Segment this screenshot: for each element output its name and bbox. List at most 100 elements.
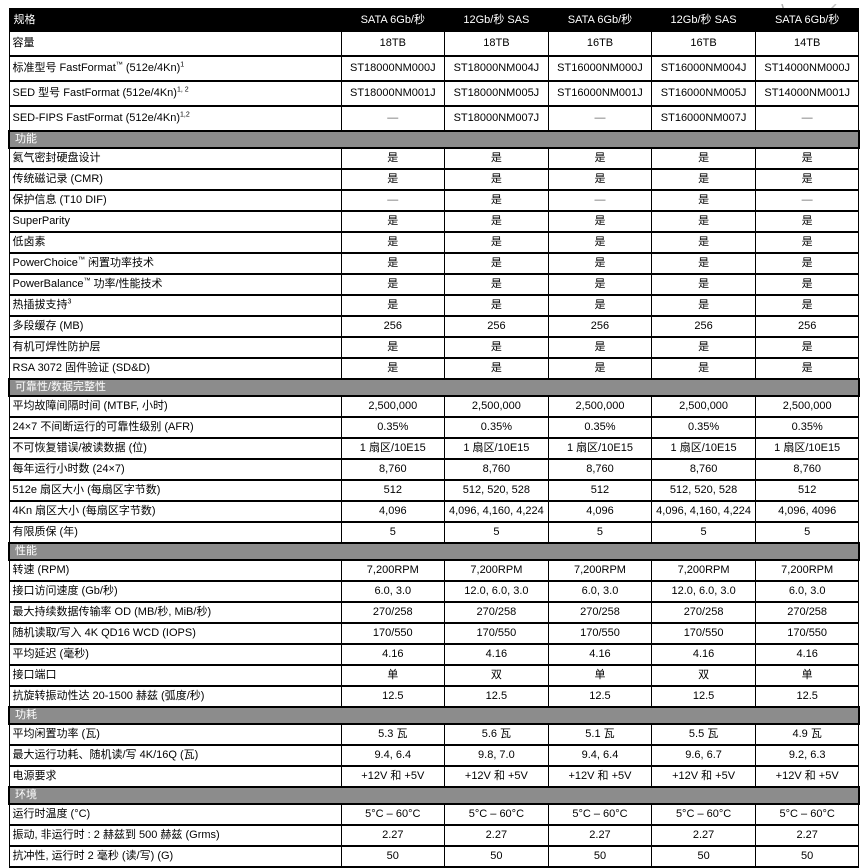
spec-value: 270/258 [340,601,446,624]
spec-value: 是 [651,147,756,170]
spec-label: SED 型号 FastFormat (512e/4Kn)1, 2 [8,80,342,107]
spec-value: 是 [340,168,446,191]
spec-value: 7,200RPM [547,559,653,582]
spec-label: PowerChoice™ 闲置功率技术 [8,252,342,275]
spec-value: 是 [547,294,653,317]
spec-value: 单 [754,664,860,687]
spec-label: 4Kn 扇区大小 (每扇区字节数) [8,500,342,523]
spec-value: 9.6, 6.7 [651,744,756,767]
spec-value: 18TB [340,30,446,57]
spec-value: 5.5 瓦 [651,723,756,746]
spec-label: SuperParity [8,210,342,233]
interface-column-header-4: 12Gb/秒 SAS [651,8,756,32]
spec-value: 50 [651,845,756,868]
spec-row: 抗旋转振动性达 20-1500 赫兹 (弧度/秒) 12.5 12.5 12.5 12.… [8,685,860,708]
spec-label: 转速 (RPM) [8,559,342,582]
section-title: 可靠性/数据完整性 [8,378,860,397]
spec-value: 1 扇区/10E15 [340,437,446,460]
spec-value: +12V 和 +5V [340,765,446,788]
interface-column-header-2: 12Gb/秒 SAS [444,8,549,32]
spec-value: 是 [754,168,860,191]
spec-value: 是 [651,357,756,380]
spec-value: 4.16 [340,643,446,666]
spec-value: 是 [444,336,549,359]
spec-value: 是 [340,147,446,170]
spec-value: 是 [754,231,860,254]
spec-row: 不可恢复错误/被读数据 (位) 1 扇区/10E15 1 扇区/10E15 1 扇区/… [8,437,860,460]
spec-label: 平均故障间隔时间 (MTBF, 小时) [8,395,342,418]
spec-value: 12.5 [444,685,549,708]
spec-label: 有机可焊性防护层 [8,336,342,359]
spec-value: 单 [547,664,653,687]
spec-row: 24×7 不间断运行的可靠性级别 (AFR) 0.35% 0.35% 0.35% 0.3… [8,416,860,439]
interface-column-header-1: SATA 6Gb/秒 [340,8,446,32]
spec-value: 是 [754,147,860,170]
spec-value: 6.0, 3.0 [547,580,653,603]
spec-value: 2,500,000 [340,395,446,418]
spec-value: 是 [547,168,653,191]
spec-value: 4,096 [547,500,653,523]
spec-value: 是 [651,210,756,233]
spec-value: 是 [547,273,653,296]
spec-value: 2.27 [651,824,756,847]
spec-value: 0.35% [651,416,756,439]
spec-value: 9.4, 6.4 [340,744,446,767]
spec-row: 随机读取/写入 4K QD16 WCD (IOPS) 170/550 170/550… [8,622,860,645]
spec-row: 有机可焊性防护层是是是是是 [8,336,860,359]
spec-value: 是 [651,273,756,296]
spec-value: ST18000NM005J [444,80,549,107]
spec-row: 每年运行小时数 (24×7) 8,760 8,760 8,760 8,760 8,760 [8,458,860,481]
spec-value: 50 [547,845,653,868]
spec-value: 12.5 [340,685,446,708]
spec-label: 保护信息 (T10 DIF) [8,189,342,212]
spec-value: 14TB [754,30,860,57]
spec-label: 多段缓存 (MB) [8,315,342,338]
spec-value: 0.35% [754,416,860,439]
spec-value: 4,096, 4,160, 4,224 [651,500,756,523]
spec-row: 最大运行功耗、随机读/写 4K/16Q (瓦) 9.4, 6.4 9.8, 7.0 9… [8,744,860,767]
spec-value: 是 [444,357,549,380]
spec-value: 4.16 [651,643,756,666]
section-header-row: 功耗 [8,706,860,725]
spec-label: 最大持续数据传输率 OD (MB/秒, MiB/秒) [8,601,342,624]
spec-value: — [547,189,653,212]
spec-value: ST18000NM000J [340,55,446,82]
spec-value: 6.0, 3.0 [340,580,446,603]
spec-row: RSA 3072 固件验证 (SD&D) 是是是是是 [8,357,860,380]
spec-value: 是 [340,336,446,359]
spec-row: 有限质保 (年) 5 5 5 5 5 [8,521,860,544]
spec-value: 12.5 [547,685,653,708]
spec-label: 平均延迟 (毫秒) [8,643,342,666]
spec-value: 18TB [444,30,549,57]
section-title: 功耗 [8,706,860,725]
spec-value: 512 [547,479,653,502]
spec-label: 512e 扇区大小 (每扇区字节数) [8,479,342,502]
spec-value: 4.16 [754,643,860,666]
spec-value: 270/258 [547,601,653,624]
spec-value: 是 [340,252,446,275]
spec-value: 是 [444,147,549,170]
section-title: 环境 [8,786,860,805]
spec-value: 170/550 [651,622,756,645]
spec-value: 双 [444,664,549,687]
cropped-photo-edge-strokes [781,3,837,9]
spec-value: 12.5 [754,685,860,708]
spec-value: 是 [651,294,756,317]
spec-value: 4.9 瓦 [754,723,860,746]
spec-value: ST16000NM004J [651,55,756,82]
section-header-row: 性能 [8,542,860,561]
spec-value: 512 [340,479,446,502]
spec-label: 平均闲置功率 (瓦) [8,723,342,746]
spec-value: 2,500,000 [444,395,549,418]
spec-row: 接口访问速度 (Gb/秒) 6.0, 3.0 12.0, 6.0, 3.0 6.0, … [8,580,860,603]
spec-value: 170/550 [340,622,446,645]
spec-value: ST16000NM001J [547,80,653,107]
spec-value: 单 [340,664,446,687]
section-header-row: 功能 [8,130,860,149]
spec-row: 最大持续数据传输率 OD (MB/秒, MiB/秒) 270/258 270/258… [8,601,860,624]
section-title: 功能 [8,130,860,149]
spec-value: 是 [754,252,860,275]
spec-value: 256 [754,315,860,338]
section-title: 性能 [8,542,860,561]
spec-value: 是 [754,294,860,317]
